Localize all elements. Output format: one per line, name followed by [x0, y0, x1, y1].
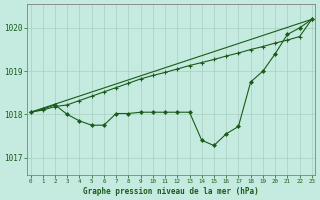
- X-axis label: Graphe pression niveau de la mer (hPa): Graphe pression niveau de la mer (hPa): [83, 187, 259, 196]
